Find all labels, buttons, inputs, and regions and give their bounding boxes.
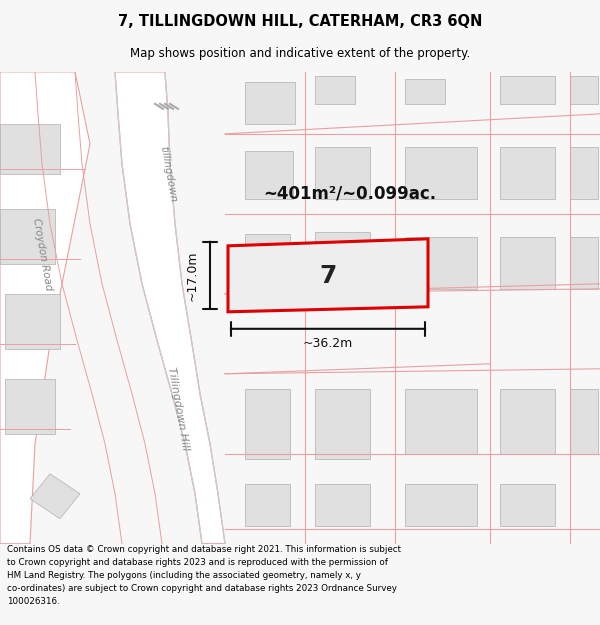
Bar (500, 76, 555, 104)
Bar (5, 294, 60, 349)
Bar (500, 484, 555, 526)
Bar (245, 484, 290, 526)
Text: ~401m²/~0.099ac.: ~401m²/~0.099ac. (263, 185, 437, 203)
Bar (315, 389, 370, 459)
Bar (500, 389, 555, 454)
Bar (405, 484, 477, 526)
Text: ~36.2m: ~36.2m (303, 338, 353, 350)
Bar (405, 147, 477, 199)
Bar (570, 147, 598, 199)
Bar (0, 124, 60, 174)
Bar (570, 76, 598, 104)
Text: 7: 7 (319, 264, 337, 288)
Text: Croydon Road: Croydon Road (31, 217, 53, 291)
Bar (405, 79, 445, 104)
Text: Map shows position and indicative extent of the property.: Map shows position and indicative extent… (130, 47, 470, 60)
Bar (500, 237, 555, 289)
Bar (405, 389, 477, 454)
Polygon shape (228, 239, 428, 312)
Polygon shape (30, 474, 80, 519)
Bar (245, 234, 290, 289)
Bar (245, 389, 290, 459)
Bar (245, 82, 295, 124)
Text: ~17.0m: ~17.0m (185, 250, 199, 301)
Bar (315, 484, 370, 526)
Bar (0, 209, 55, 264)
Bar (245, 151, 293, 199)
Text: tillingdown: tillingdown (158, 145, 178, 202)
Polygon shape (0, 72, 90, 544)
Text: 7, TILLINGDOWN HILL, CATERHAM, CR3 6QN: 7, TILLINGDOWN HILL, CATERHAM, CR3 6QN (118, 14, 482, 29)
Text: Contains OS data © Crown copyright and database right 2021. This information is : Contains OS data © Crown copyright and d… (7, 546, 401, 606)
Bar (405, 237, 477, 289)
Bar (315, 232, 370, 284)
Bar (315, 76, 355, 104)
Bar (315, 147, 370, 199)
Bar (570, 237, 598, 289)
Polygon shape (115, 72, 225, 544)
Bar (500, 147, 555, 199)
Bar (5, 379, 55, 434)
Bar (570, 389, 598, 454)
Text: Tillingdown Hill: Tillingdown Hill (166, 366, 190, 451)
